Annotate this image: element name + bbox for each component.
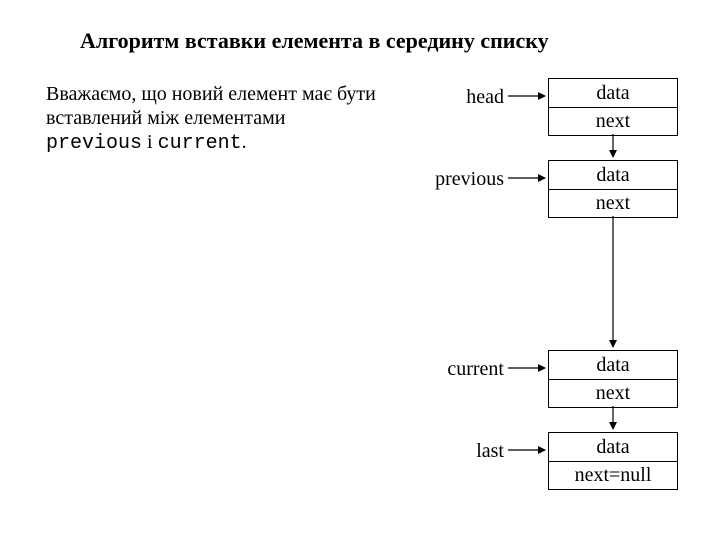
list-node-0: datanext — [548, 78, 678, 136]
node-next-cell: next — [549, 189, 677, 217]
node-data-cell: data — [549, 161, 677, 189]
list-node-1: datanext — [548, 160, 678, 218]
description-line1: Вважаємо, що новий елемент має — [46, 83, 332, 105]
node-data-cell: data — [549, 433, 677, 461]
pointer-label-head: head — [444, 86, 504, 109]
list-node-2: datanext — [548, 350, 678, 408]
pointer-label-previous: previous — [424, 168, 504, 191]
pointer-label-last: last — [454, 440, 504, 463]
description-code-current: current — [158, 132, 242, 155]
node-next-cell: next=null — [549, 461, 677, 489]
node-data-cell: data — [549, 79, 677, 107]
node-next-cell: next — [549, 379, 677, 407]
page-title: Алгоритм вставки елемента в середину спи… — [80, 28, 549, 54]
description-end: . — [242, 131, 247, 153]
list-node-3: datanext=null — [548, 432, 678, 490]
node-data-cell: data — [549, 351, 677, 379]
node-next-cell: next — [549, 107, 677, 135]
description-text: Вважаємо, що новий елемент має бути вста… — [46, 82, 386, 156]
description-mid: і — [142, 131, 158, 153]
pointer-label-current: current — [434, 358, 504, 381]
description-code-previous: previous — [46, 132, 142, 155]
